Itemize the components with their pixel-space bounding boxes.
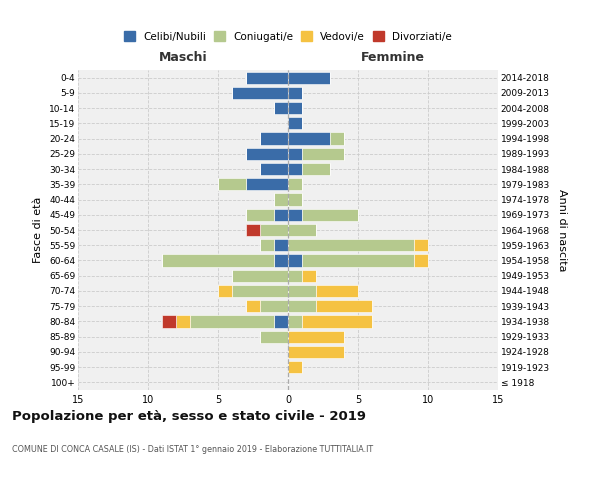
Y-axis label: Fasce di età: Fasce di età: [34, 197, 43, 263]
Bar: [316, 285, 358, 297]
Bar: [288, 87, 302, 99]
Bar: [274, 102, 288, 114]
Bar: [260, 300, 288, 312]
Bar: [288, 194, 302, 205]
Bar: [288, 208, 302, 221]
Bar: [190, 316, 274, 328]
Bar: [288, 361, 302, 373]
Bar: [288, 132, 330, 144]
Bar: [302, 208, 358, 221]
Bar: [330, 132, 344, 144]
Bar: [232, 87, 288, 99]
Bar: [302, 316, 372, 328]
Bar: [288, 346, 344, 358]
Bar: [288, 254, 302, 266]
Bar: [246, 148, 288, 160]
Bar: [274, 194, 288, 205]
Bar: [288, 224, 316, 236]
Bar: [302, 254, 414, 266]
Bar: [414, 254, 428, 266]
Bar: [232, 270, 288, 282]
Text: Popolazione per età, sesso e stato civile - 2019: Popolazione per età, sesso e stato civil…: [12, 410, 366, 423]
Bar: [274, 239, 288, 252]
Bar: [288, 270, 302, 282]
Bar: [302, 270, 316, 282]
Bar: [288, 330, 344, 343]
Text: Maschi: Maschi: [158, 50, 208, 64]
Bar: [176, 316, 190, 328]
Bar: [316, 300, 372, 312]
Y-axis label: Anni di nascita: Anni di nascita: [557, 188, 566, 271]
Bar: [288, 163, 302, 175]
Bar: [274, 254, 288, 266]
Bar: [274, 208, 288, 221]
Text: COMUNE DI CONCA CASALE (IS) - Dati ISTAT 1° gennaio 2019 - Elaborazione TUTTITAL: COMUNE DI CONCA CASALE (IS) - Dati ISTAT…: [12, 445, 373, 454]
Bar: [288, 316, 302, 328]
Bar: [302, 163, 330, 175]
Bar: [218, 285, 232, 297]
Bar: [246, 72, 288, 84]
Text: Femmine: Femmine: [361, 50, 425, 64]
Bar: [162, 254, 274, 266]
Bar: [260, 239, 274, 252]
Bar: [274, 316, 288, 328]
Bar: [288, 239, 414, 252]
Bar: [260, 224, 288, 236]
Bar: [288, 72, 330, 84]
Bar: [246, 300, 260, 312]
Legend: Celibi/Nubili, Coniugati/e, Vedovi/e, Divorziati/e: Celibi/Nubili, Coniugati/e, Vedovi/e, Di…: [120, 27, 456, 46]
Bar: [414, 239, 428, 252]
Bar: [246, 224, 260, 236]
Bar: [288, 178, 302, 190]
Bar: [162, 316, 176, 328]
Bar: [246, 208, 274, 221]
Bar: [260, 132, 288, 144]
Bar: [288, 285, 316, 297]
Bar: [288, 102, 302, 114]
Bar: [232, 285, 288, 297]
Bar: [288, 148, 302, 160]
Bar: [260, 330, 288, 343]
Bar: [246, 178, 288, 190]
Bar: [260, 163, 288, 175]
Bar: [288, 300, 316, 312]
Bar: [218, 178, 246, 190]
Bar: [288, 117, 302, 130]
Bar: [302, 148, 344, 160]
